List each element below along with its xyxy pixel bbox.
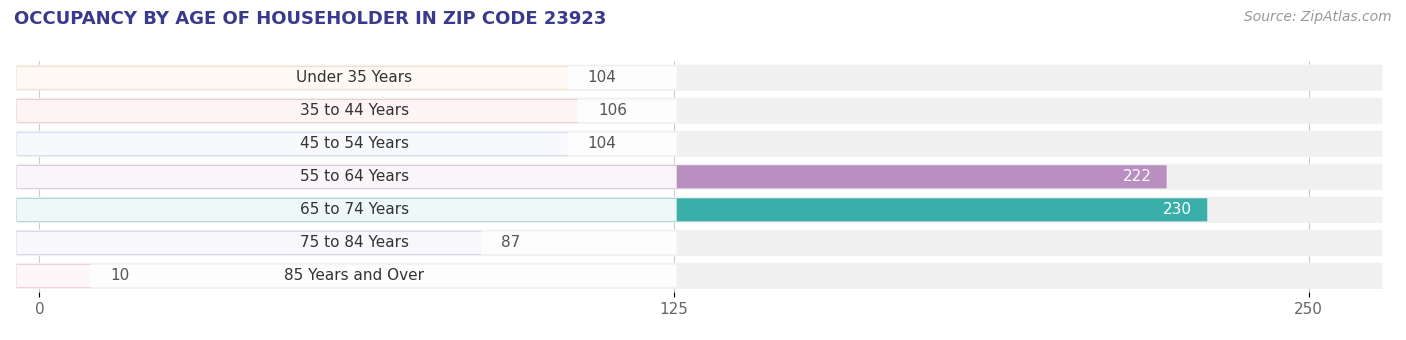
FancyBboxPatch shape xyxy=(17,264,90,287)
FancyBboxPatch shape xyxy=(17,231,481,254)
FancyBboxPatch shape xyxy=(17,265,676,287)
Text: 45 to 54 Years: 45 to 54 Years xyxy=(299,136,409,151)
FancyBboxPatch shape xyxy=(17,133,676,155)
Text: 10: 10 xyxy=(111,268,129,283)
FancyBboxPatch shape xyxy=(17,232,676,254)
FancyBboxPatch shape xyxy=(17,230,1382,256)
FancyBboxPatch shape xyxy=(17,197,1382,223)
FancyBboxPatch shape xyxy=(17,164,1382,190)
Text: Under 35 Years: Under 35 Years xyxy=(297,70,412,85)
Text: 75 to 84 Years: 75 to 84 Years xyxy=(299,235,409,250)
Text: 222: 222 xyxy=(1122,169,1152,184)
FancyBboxPatch shape xyxy=(17,100,676,122)
Text: 104: 104 xyxy=(588,70,617,85)
Text: Source: ZipAtlas.com: Source: ZipAtlas.com xyxy=(1244,10,1392,24)
FancyBboxPatch shape xyxy=(17,65,1382,91)
Text: 87: 87 xyxy=(502,235,520,250)
FancyBboxPatch shape xyxy=(17,131,1382,157)
FancyBboxPatch shape xyxy=(17,166,676,188)
FancyBboxPatch shape xyxy=(17,98,1382,124)
FancyBboxPatch shape xyxy=(17,198,1208,221)
Text: 65 to 74 Years: 65 to 74 Years xyxy=(299,202,409,217)
FancyBboxPatch shape xyxy=(17,132,568,155)
Text: 104: 104 xyxy=(588,136,617,151)
FancyBboxPatch shape xyxy=(17,165,1167,188)
Text: 85 Years and Over: 85 Years and Over xyxy=(284,268,425,283)
FancyBboxPatch shape xyxy=(17,263,1382,289)
FancyBboxPatch shape xyxy=(17,67,676,89)
FancyBboxPatch shape xyxy=(17,66,568,89)
Text: 230: 230 xyxy=(1163,202,1192,217)
Text: OCCUPANCY BY AGE OF HOUSEHOLDER IN ZIP CODE 23923: OCCUPANCY BY AGE OF HOUSEHOLDER IN ZIP C… xyxy=(14,10,606,28)
FancyBboxPatch shape xyxy=(17,99,578,122)
Text: 35 to 44 Years: 35 to 44 Years xyxy=(299,103,409,118)
Text: 55 to 64 Years: 55 to 64 Years xyxy=(299,169,409,184)
FancyBboxPatch shape xyxy=(17,199,676,221)
Text: 106: 106 xyxy=(598,103,627,118)
